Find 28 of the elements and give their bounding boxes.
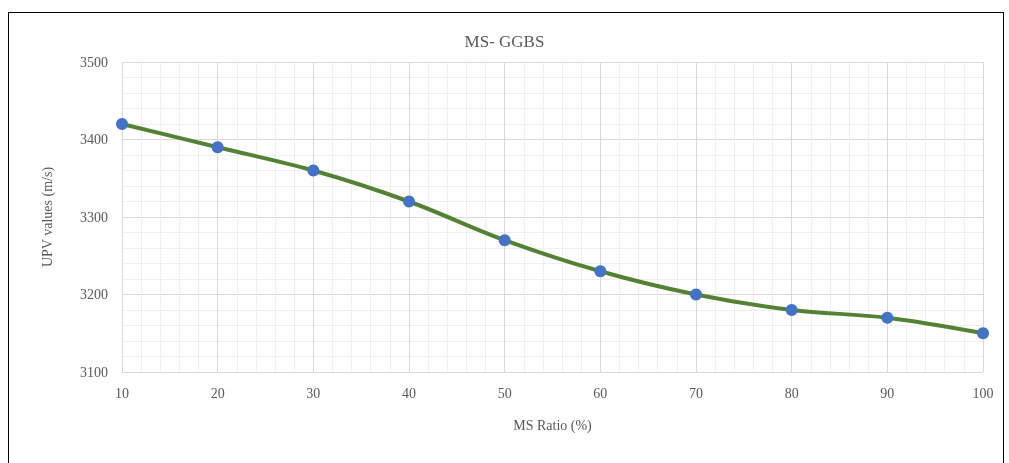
- point: [403, 195, 415, 208]
- y-tick-label: 3500: [80, 54, 108, 70]
- x-tick-label: 90: [880, 385, 895, 401]
- point: [116, 118, 128, 130]
- point: [690, 288, 702, 301]
- x-tick-label: 60: [593, 385, 608, 401]
- chart-title: MS- GGBS: [464, 32, 545, 51]
- y-axis-title: UPV values (m/s): [39, 166, 56, 268]
- y-tick-label: 3400: [80, 132, 108, 147]
- point: [977, 327, 989, 340]
- y-tick-label: 3200: [80, 287, 108, 302]
- x-tick-label: 70: [689, 385, 703, 401]
- point: [881, 311, 894, 324]
- x-tick-label: 20: [210, 385, 225, 401]
- y-tick-label: 3300: [80, 209, 108, 225]
- y-tick-label: 3100: [80, 364, 108, 380]
- x-tick-label: 100: [972, 385, 994, 401]
- point: [498, 234, 511, 247]
- x-axis-title: MS Ratio (%): [513, 417, 593, 434]
- point: [211, 141, 224, 154]
- x-tick-label: 30: [306, 385, 321, 401]
- x-tick-label: 40: [402, 385, 416, 401]
- x-tick-label: 50: [497, 385, 512, 401]
- point: [785, 304, 798, 316]
- x-tick-label: 10: [115, 385, 129, 401]
- point: [307, 164, 320, 177]
- point: [594, 265, 607, 278]
- x-tick-label: 80: [784, 385, 799, 401]
